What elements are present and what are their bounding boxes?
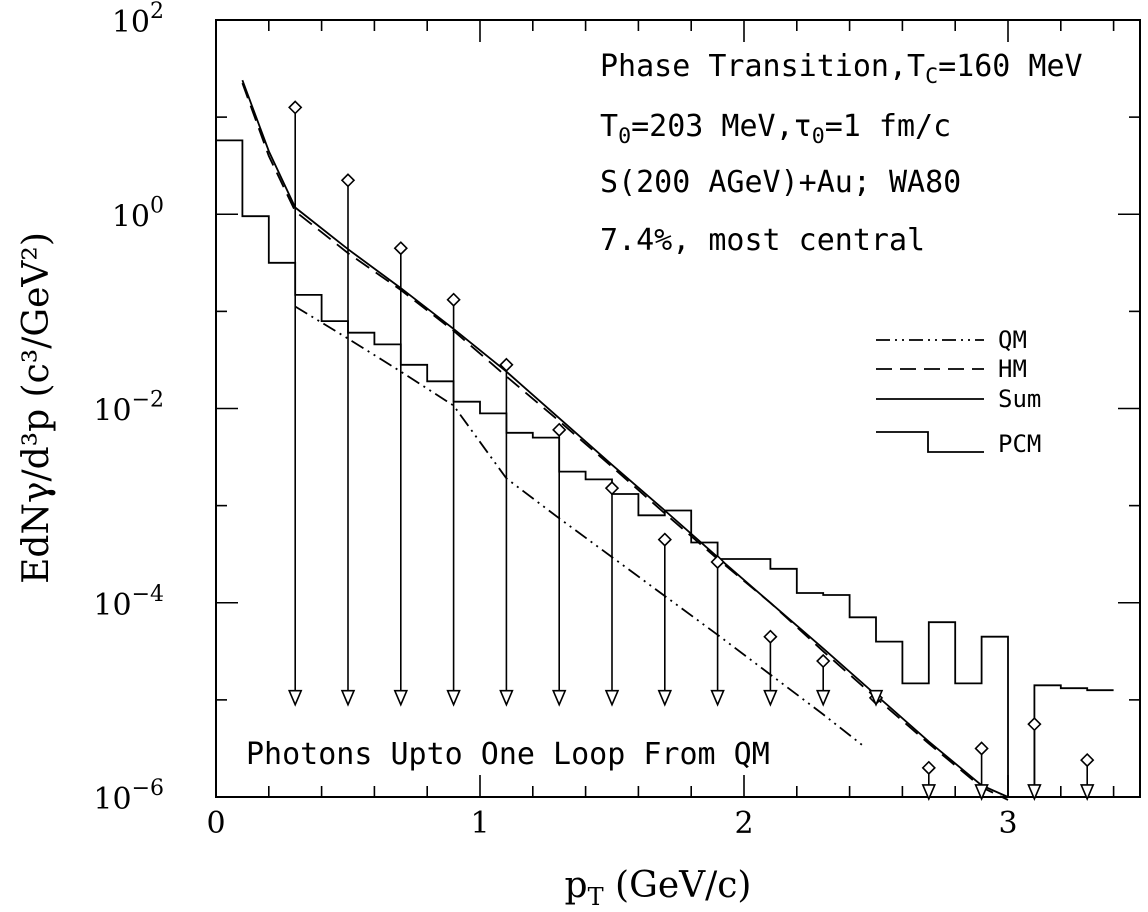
curves: [216, 79, 1114, 801]
limit-marker: [1027, 717, 1042, 732]
limit-marker: [604, 481, 620, 496]
x-tick-label: 3: [998, 806, 1017, 841]
x-axis-label: pT (GeV/c): [565, 865, 752, 911]
limit-arrow: [604, 689, 620, 707]
x-tick-label: 0: [206, 806, 225, 841]
limit-marker: [657, 532, 672, 547]
annotation-line1: Phase Transition,TC=160 MeV: [600, 49, 1083, 89]
limit-arrow: [657, 689, 673, 707]
limit-marker: [763, 629, 778, 644]
legend-label-sum: Sum: [998, 385, 1041, 413]
limit-arrow: [921, 784, 937, 801]
y-tick-label: 102: [112, 0, 164, 40]
annotation-line2: T0=203 MeV,τ0=1 fm/c: [600, 109, 951, 149]
limit-arrow: [1079, 784, 1095, 801]
limit-arrow: [868, 689, 884, 707]
legend-swatch-pcm: [876, 431, 984, 453]
limit-marker: [974, 741, 989, 756]
limit-arrow: [287, 689, 303, 707]
limit-marker: [340, 173, 356, 188]
annotation-line4: 7.4%, most central: [600, 223, 925, 258]
limit-arrow: [815, 689, 831, 707]
limit-marker: [393, 241, 408, 256]
legend-label-hm: HM: [998, 355, 1027, 383]
limit-arrow: [446, 689, 461, 707]
annotations: pT (GeV/c) EdNγ/d³p (c³/GeV²) Phase Transi…: [16, 49, 1083, 911]
limit-arrow: [499, 689, 514, 707]
y-axis-label: EdNγ/d³p (c³/GeV²): [16, 232, 57, 584]
limit-arrow: [763, 689, 778, 707]
series-sum: [241, 79, 1009, 798]
series-pcm: [216, 139, 1114, 798]
legend-label-qm: QM: [998, 326, 1027, 354]
limit-marker: [446, 292, 461, 307]
annotation-line3: S(200 AGeV)+Au; WA80: [600, 165, 961, 200]
limit-marker: [499, 357, 514, 372]
limit-marker: [552, 422, 567, 437]
limit-marker: [816, 653, 831, 669]
series-qm: [294, 305, 864, 747]
limit-marker: [921, 760, 936, 775]
y-tick-label: 10−2: [93, 388, 164, 429]
legend-label-pcm: PCM: [998, 430, 1041, 458]
limit-arrow: [551, 689, 567, 707]
limit-marker: [288, 100, 303, 115]
x-tick-label: 1: [470, 806, 489, 841]
limit-arrow: [710, 689, 725, 707]
limit-marker: [1080, 752, 1095, 768]
limit-arrow: [340, 689, 356, 707]
limit-arrow: [1027, 784, 1042, 801]
y-tick-label: 10−4: [93, 582, 164, 623]
limit-arrow: [393, 689, 409, 707]
limit-arrow: [974, 784, 989, 801]
ticks: 0 1 2 3 102 100 10−2 10−4 10−6: [93, 0, 1140, 841]
limit-marker: [710, 554, 725, 570]
x-tick-label: 2: [734, 806, 753, 841]
y-tick-label: 10−6: [93, 776, 164, 817]
y-tick-label: 100: [112, 193, 164, 234]
annotation-bottom: Photons Upto One Loop From QM: [246, 737, 770, 772]
upper-limits: [287, 100, 1095, 801]
series-hm: [241, 82, 1009, 801]
